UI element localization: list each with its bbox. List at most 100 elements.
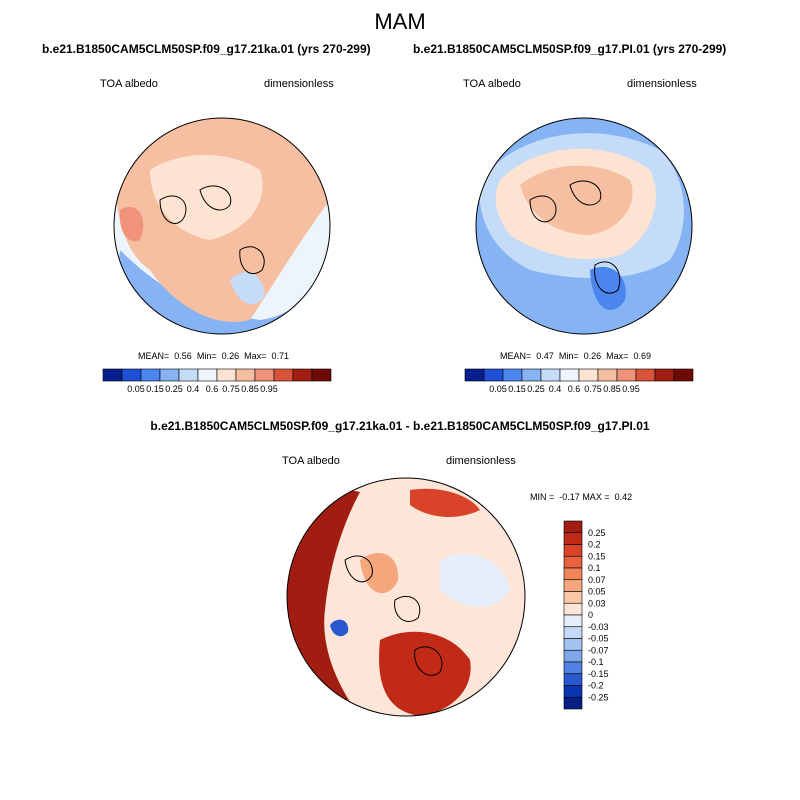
panel-3-colorbar-box [563,614,583,628]
panel-1-ocean-patch [230,272,265,305]
panel-3-min-value: -0.17 [559,492,580,502]
panel-1-colorbar-box [159,368,180,382]
panel-2-mean-value: 0.47 [536,351,554,361]
panel-2-max-value: 0.69 [633,351,651,361]
panel-3-colorbar-box [563,532,583,545]
panel-2-colorbar-box [464,368,485,382]
panel-1-mean-value: 0.56 [174,351,192,361]
panel-1-max-label: Max= [244,351,267,361]
panel-2-units: dimensionless [627,78,697,90]
panel-3-colorbar-box [563,544,583,557]
panel-2-low-albedo-patch [590,266,626,310]
panel-1-high-albedo-patch [119,206,144,242]
panel-2-colorbar-box [635,368,656,382]
panel-1-colorbar-box [216,368,237,382]
panel-1-colorbar-tick-label: 0.4 [187,384,200,394]
panel-3-max-label: MAX = [582,492,610,502]
panel-2-colorbar-tick-label: 0.15 [508,384,526,394]
panel-3-colorbar-box [563,555,583,569]
panel-2-colorbar-box [673,368,694,382]
panel-2-stats: MEAN= 0.47 Min= 0.26 Max= 0.69 [500,351,651,361]
panel-2-colorbar-tick-label: 0.6 [568,384,581,394]
panel-3-negative-patch [330,619,349,637]
panel-2-colorbar-tick-label: 0.4 [549,384,562,394]
panel-2-coastlines [529,180,621,294]
panel-2-colorbar-box [654,368,675,382]
panel-3-colorbar-box [563,649,583,663]
panel-3-colorbar-tick-label: 0.25 [588,528,606,538]
panel-1-stats: MEAN= 0.56 Min= 0.26 Max= 0.71 [138,351,289,361]
panel-1-low-albedo-ocean [114,240,330,334]
panel-2-colorbar-tick-label: 0.25 [527,384,545,394]
panel-1-min-label: Min= [196,351,217,361]
panel-2-mean-label: MEAN= [500,351,532,361]
panel-2-min-label: Min= [558,351,579,361]
panel-1-colorbar-box [254,368,275,382]
panel-1-colorbar-box [140,368,161,382]
panel-2-colorbar-tick-label: 0.85 [603,384,621,394]
panel-1-colorbar-box [292,368,313,382]
panel-1-title: b.e21.B1850CAM5CLM50SP.f09_g17.21ka.01 (… [42,42,371,56]
panel-3-colorbar-box [563,579,583,592]
panel-3-colorbar-tick-label: 0.05 [588,587,606,597]
panel-1-colorbar-tick-label: 0.95 [260,384,278,394]
panel-2-map-border [475,117,693,335]
panel-1-colorbar-box [197,368,218,382]
panel-2-variable: TOA albedo [463,78,521,90]
panel-3-moderate-positive [360,552,399,594]
panel-1-variable: TOA albedo [100,78,158,90]
panel-2-colorbar-tick-label: 0.95 [622,384,640,394]
panel-3-colorbar-tick-label: 0.1 [588,563,601,573]
panel-3-weak-negative-region [440,554,510,607]
panel-3-colorbar-tick-label: 0 [588,610,593,620]
panel-1-colorbar-tick-label: 0.25 [165,384,183,394]
panel-1-polar-map [113,117,331,335]
panel-3-colorbar-box [563,567,583,581]
panel-1-colorbar-box [178,368,199,382]
panel-3-min-label: MIN = [530,492,555,502]
panel-1-sea-ice-region [150,155,263,240]
panel-1-colorbar-tick-label: 0.15 [146,384,164,394]
panel-3-colorbar-tick-label: -0.03 [588,622,609,632]
panel-1-colorbar: 0.05 0.15 0.25 0.4 0.6 0.75 0.85 0.95 [102,368,332,394]
panel-2-colorbar-tick-label: 0.75 [584,384,602,394]
panel-2-colorbar-box [483,368,504,382]
panel-3-colorbar-box [563,673,583,686]
panel-3-colorbar-tick-label: 0.07 [588,575,606,585]
panel-2-min-value: 0.26 [583,351,602,361]
panel-2-colorbar-box [578,368,599,382]
panel-3-colorbar-tick-label: 0.2 [588,540,601,550]
panel-3-colorbar-box [563,661,583,675]
panel-2-colorbar-box [616,368,637,382]
panel-3-colorbar-tick-label: -0.15 [588,669,609,679]
panel-3-coastlines [344,555,443,676]
panel-3-colorbar-box [563,520,583,534]
panel-3-colorbar-box [563,591,583,604]
panel-3-colorbar-tick-label: -0.25 [588,692,609,702]
panel-3-colorbar-box [563,696,583,710]
panel-3-positive-north [410,488,480,517]
panel-1-max-value: 0.71 [271,351,289,361]
panel-2-colorbar: 0.05 0.15 0.25 0.4 0.6 0.75 0.85 0.95 [464,368,694,394]
panel-3-units: dimensionless [446,455,516,467]
panel-1-units: dimensionless [264,78,334,90]
panel-2-colorbar-box [597,368,618,382]
panel-2-polar-map [475,117,693,335]
panel-3-max-value: 0.42 [614,492,633,502]
panel-1-coastlines [159,185,265,275]
panel-3-colorbar-tick-label: -0.05 [588,634,609,644]
panel-2-colorbar-box [521,368,542,382]
panel-3-colorbar-box [563,685,583,698]
panel-3-map-border [286,477,526,717]
panel-3-stats: MIN = -0.17 MAX = 0.42 [530,492,632,502]
panel-1-mean-label: MEAN= [138,351,170,361]
panel-1-map-border [113,117,331,335]
panel-3-colorbar-tick-label: 0.03 [588,598,606,608]
panel-2-high-albedo-region [520,165,633,235]
panel-1-colorbar-box [121,368,142,382]
panel-3-colorbar-tick-label: 0.15 [588,551,606,561]
panel-2-colorbar-tick-label: 0.05 [489,384,507,394]
panel-3-colorbar-box [563,638,583,651]
panel-3-polar-map [286,477,526,717]
